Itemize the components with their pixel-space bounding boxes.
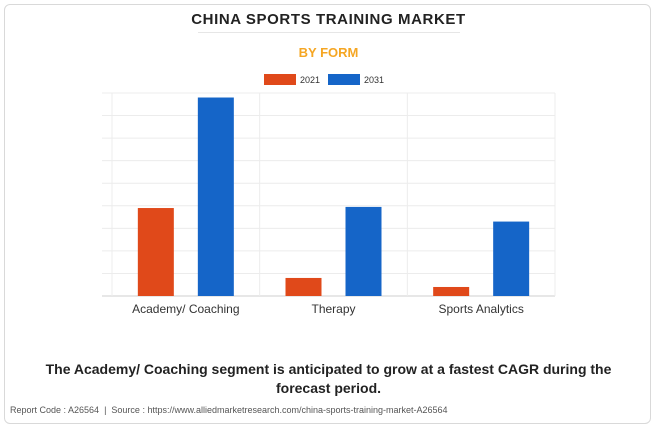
- bar-2031-sports-analytics: [493, 221, 530, 296]
- x-tick-label: Sports Analytics: [438, 302, 523, 316]
- bar-2021-academy-coaching: [137, 208, 174, 296]
- chart-title: CHINA SPORTS TRAINING MARKET: [191, 11, 466, 28]
- source-link[interactable]: Source : https://www.alliedmarketresearc…: [111, 405, 448, 415]
- bars: [137, 97, 530, 296]
- gridlines: [102, 92, 556, 297]
- bar-2021-sports-analytics: [433, 286, 470, 296]
- report-code: Report Code : A26564: [10, 405, 100, 415]
- legend-label-2031: 2031: [364, 75, 384, 85]
- x-tick-label: Therapy: [311, 302, 355, 316]
- chart-caption: The Academy/ Coaching segment is anticip…: [45, 361, 612, 396]
- x-axis-labels: Academy/ Coaching Therapy Sports Analytics: [132, 302, 524, 316]
- legend-label-2021: 2021: [300, 75, 320, 85]
- title-divider: [198, 32, 460, 33]
- x-tick-label: Academy/ Coaching: [132, 302, 239, 316]
- bar-2021-therapy: [285, 277, 322, 296]
- footer-separator: |: [104, 405, 107, 415]
- footer: Report Code : A26564 | Source : https://ww…: [10, 405, 448, 415]
- bar-2031-therapy: [345, 206, 382, 296]
- bar-2031-academy-coaching: [197, 97, 234, 296]
- legend-swatch-2031: [328, 74, 360, 85]
- chart-card: [4, 4, 651, 424]
- legend-swatch-2021: [264, 74, 296, 85]
- chart-subtitle: BY FORM: [298, 45, 359, 60]
- legend: 2021 2031: [264, 74, 384, 85]
